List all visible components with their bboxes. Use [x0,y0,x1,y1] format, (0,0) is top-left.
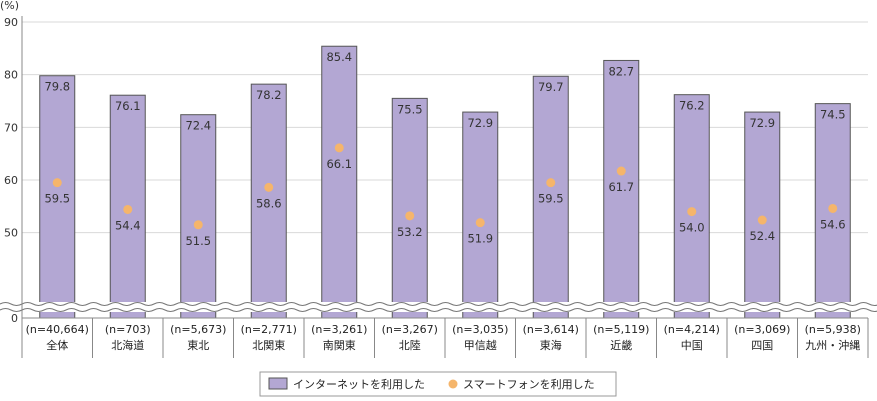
bar-value-label: 79.8 [44,80,70,94]
bar-value-label: 82.7 [608,64,634,78]
dot [405,211,415,221]
bar-value-label: 72.4 [185,119,211,133]
bars: 79.8 59.5 76.1 54.4 72.4 51.5 78.2 58.6 85.4 66.1… [39,45,851,319]
dot [828,203,838,213]
unit-label: (%) [0,0,19,12]
category-n-label: (n=3,261) [311,323,367,336]
y-tick-label: 80 [4,69,18,82]
category-n-label: (n=5,673) [170,323,226,336]
dot-value-label: 59.5 [44,192,70,206]
axis-break-line [0,308,877,312]
dot [757,215,767,225]
category-name-label: 近畿 [610,338,632,352]
legend-box [259,371,617,397]
dot-value-label: 54.0 [679,221,705,235]
axis-break-band [0,302,877,312]
axis-break [0,302,877,312]
category-name-label: 南関東 [323,339,356,352]
category-name-label: 甲信越 [464,338,497,352]
dot [123,204,133,214]
bar-value-label: 76.1 [115,99,141,113]
dot [264,182,274,192]
y-tick-label: 0 [11,312,18,325]
dot [475,218,485,228]
category-name-label: 東海 [540,338,562,352]
category-n-label: (n=5,938) [805,323,861,336]
category-name-label: 四国 [751,339,773,352]
dot [193,220,203,230]
dot-value-label: 51.9 [467,232,493,246]
legend-dot-label: スマートフォンを利用した [463,378,595,391]
bar [603,59,640,319]
bar [180,114,217,319]
bar-value-label: 72.9 [467,116,493,130]
dot-value-label: 53.2 [397,225,423,239]
bar-value-label: 78.2 [256,88,282,102]
bar [39,75,76,319]
gridlines [22,21,868,234]
dot [546,178,556,188]
axis-break-line [0,302,877,306]
legend-dot-swatch [448,379,458,389]
category-n-label: (n=2,771) [241,323,297,336]
bar [391,97,428,319]
legend-bar-label: インターネットを利用した [293,378,425,391]
bar [250,83,287,319]
dot-value-label: 54.6 [820,217,846,231]
category-name-label: 東北 [187,339,209,352]
dot-value-label: 58.6 [256,196,282,210]
dot [616,166,626,176]
dot-value-label: 52.4 [749,229,775,243]
category-labels: (n=40,664) 全体 (n=703) 北海道 (n=5,673) 東北 (n=2,77… [21,318,869,358]
bar-value-label: 85.4 [326,50,352,64]
legend: インターネットを利用した スマートフォンを利用した [259,371,617,397]
bar [673,94,710,319]
category-name-label: 九州・沖縄 [805,338,860,352]
category-n-label: (n=3,069) [734,323,790,336]
dot [687,207,697,217]
category-name-label: 北関東 [252,339,285,352]
bar-value-label: 76.2 [679,99,705,113]
dot-value-label: 51.5 [185,234,211,248]
y-tick-label: 70 [4,121,18,134]
category-n-label: (n=3,614) [523,323,579,336]
category-name-label: 北陸 [399,339,421,352]
bar-value-label: 75.5 [397,102,423,116]
category-n-label: (n=5,119) [593,323,649,336]
bar [744,111,781,319]
category-n-label: (n=3,267) [382,323,438,336]
dot-value-label: 61.7 [608,180,634,194]
category-n-label: (n=40,664) [26,323,89,336]
category-n-label: (n=3,035) [452,323,508,336]
y-tick-label: 90 [4,16,18,29]
bar-value-label: 74.5 [820,108,846,122]
category-name-label: 中国 [681,339,703,352]
category-n-label: (n=4,214) [664,323,720,336]
category-name-label: 北海道 [111,338,144,352]
dot-value-label: 54.4 [115,218,141,232]
category-name-label: 全体 [46,338,68,352]
dot-value-label: 66.1 [326,157,352,171]
bar-value-label: 79.7 [538,80,564,94]
y-tick-label: 60 [4,174,18,187]
y-tick-label: 50 [4,227,18,240]
dot [52,178,62,188]
legend-bar-swatch [268,377,288,390]
category-n-label: (n=703) [105,323,151,336]
bar-value-label: 72.9 [749,116,775,130]
bar [462,111,499,319]
bar [532,75,569,319]
bar [321,45,358,319]
dot-value-label: 59.5 [538,192,564,206]
dot [334,143,344,153]
